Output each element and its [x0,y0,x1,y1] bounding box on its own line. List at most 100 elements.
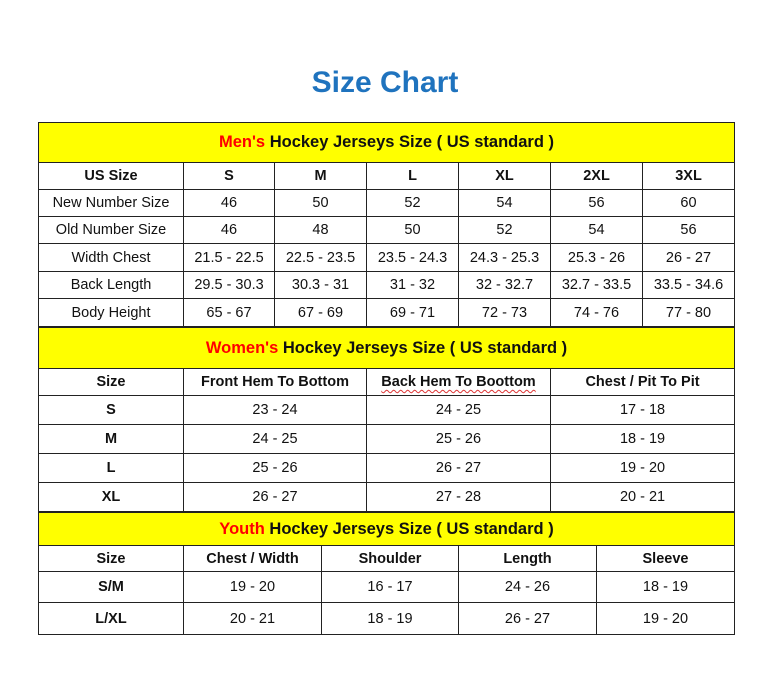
table-cell: 19 - 20 [595,602,736,635]
column-header-label: Size [96,550,126,567]
table-cell: 20 - 21 [549,482,736,512]
table-cell: 25 - 26 [183,453,367,483]
table-cell: 18 - 19 [595,571,736,603]
table-cell: 48 [274,216,367,244]
row-label: New Number Size [38,189,184,217]
mens-size-table: Men's Hockey Jerseys Size ( US standard … [38,122,735,327]
column-header: Front Hem To Bottom [183,368,367,396]
row-label: Back Length [38,271,184,299]
table-cell: 50 [274,189,367,217]
column-header-label: Front Hem To Bottom [201,374,349,390]
table-row: Back Length 29.5 - 30.3 30.3 - 31 31 - 32 32… [38,271,735,299]
column-header: Length [458,545,597,572]
table-cell: 24 - 26 [458,571,597,603]
table-cell: 24.3 - 25.3 [458,243,551,272]
table-cell: 77 - 80 [642,298,735,327]
table-cell: 18 - 19 [321,602,459,635]
table-cell: 27 - 28 [366,482,551,512]
table-cell: 17 - 18 [549,395,736,425]
table-cell: 21.5 - 22.5 [183,243,275,272]
column-header: US Size [38,162,184,190]
table-cell: 18 - 19 [549,424,736,454]
section-heading: Hockey Jerseys Size ( US standard ) [264,519,554,538]
column-header: Chest / Pit To Pit [549,368,736,396]
table-cell: 30.3 - 31 [274,271,367,299]
row-label: S/M [38,571,184,603]
column-header: S [183,162,275,190]
column-header: Size [38,368,184,396]
column-header: L [366,162,459,190]
column-header-label: 3XL [675,168,702,184]
column-header-row: US Size S M L XL 2XL 3XL [38,162,735,190]
row-label: L [38,453,184,483]
table-cell: 31 - 32 [366,271,459,299]
table-row: Width Chest 21.5 - 22.5 22.5 - 23.5 23.5 - … [38,243,735,272]
column-header: XL [458,162,551,190]
table-cell: 50 [366,216,459,244]
table-row: S/M 19 - 20 16 - 17 24 - 26 18 - 19 [38,571,736,603]
column-header-label: 2XL [583,168,610,184]
table-cell: 23.5 - 24.3 [366,243,459,272]
table-cell: 33.5 - 34.6 [642,271,735,299]
column-header-label: US Size [84,168,138,184]
table-cell: 32.7 - 33.5 [550,271,643,299]
column-header-label: XL [495,168,514,184]
table-cell: 52 [458,216,551,244]
table-cell: 24 - 25 [366,395,551,425]
table-cell: 72 - 73 [458,298,551,327]
row-label: Old Number Size [38,216,184,244]
column-header: 2XL [550,162,643,190]
column-header-label: L [408,168,417,184]
column-header-row: Size Front Hem To Bottom Back Hem To Boott… [38,368,736,396]
table-cell: 65 - 67 [183,298,275,327]
table-cell: 26 - 27 [183,482,367,512]
row-label: M [38,424,184,454]
table-cell: 56 [550,189,643,217]
row-label: S [38,395,184,425]
table-cell: 26 - 27 [458,602,597,635]
table-cell: 29.5 - 30.3 [183,271,275,299]
row-label: Width Chest [38,243,184,272]
section-accent-label: Youth [219,519,265,538]
table-cell: 56 [642,216,735,244]
section-accent-label: Women's [205,338,279,357]
column-header: Chest / Width [183,545,322,572]
mens-section-header: Men's Hockey Jerseys Size ( US standard … [38,122,735,163]
column-header-label: Sleeve [642,550,689,567]
column-header-row: Size Chest / Width Shoulder Length Sleeve [38,545,736,572]
table-cell: 54 [550,216,643,244]
table-row: S 23 - 24 24 - 25 17 - 18 [38,395,736,425]
size-chart-tables: Men's Hockey Jerseys Size ( US standard … [37,122,736,635]
table-cell: 24 - 25 [183,424,367,454]
table-cell: 46 [183,216,275,244]
table-cell: 67 - 69 [274,298,367,327]
section-heading: Hockey Jerseys Size ( US standard ) [278,338,568,357]
row-label: Body Height [38,298,184,327]
table-row: M 24 - 25 25 - 26 18 - 19 [38,424,736,454]
column-header-label: Size [96,374,126,390]
column-header: Shoulder [321,545,459,572]
column-header-label: S [224,168,234,184]
column-header-label: Shoulder [358,550,422,567]
table-row: XL 26 - 27 27 - 28 20 - 21 [38,482,736,512]
column-header-label: Chest / Pit To Pit [585,374,700,390]
womens-section-header: Women's Hockey Jerseys Size ( US standar… [37,327,736,369]
table-cell: 19 - 20 [549,453,736,483]
column-header: Back Hem To Boottom [366,368,551,396]
table-cell: 26 - 27 [642,243,735,272]
womens-size-table: Women's Hockey Jerseys Size ( US standar… [37,327,736,512]
table-cell: 20 - 21 [183,602,322,635]
table-cell: 25 - 26 [366,424,551,454]
section-heading: Hockey Jerseys Size ( US standard ) [265,133,554,151]
table-cell: 32 - 32.7 [458,271,551,299]
table-cell: 16 - 17 [321,571,459,603]
column-header: Size [38,545,184,572]
table-cell: 22.5 - 23.5 [274,243,367,272]
table-row: Body Height 65 - 67 67 - 69 69 - 71 72 - 73 7… [38,298,735,327]
column-header-label: M [314,168,327,184]
row-label: L/XL [38,602,184,635]
row-label: XL [38,482,184,512]
table-cell: 26 - 27 [366,453,551,483]
column-header: M [274,162,367,190]
youth-section-header: Youth Hockey Jerseys Size ( US standard … [37,512,736,546]
